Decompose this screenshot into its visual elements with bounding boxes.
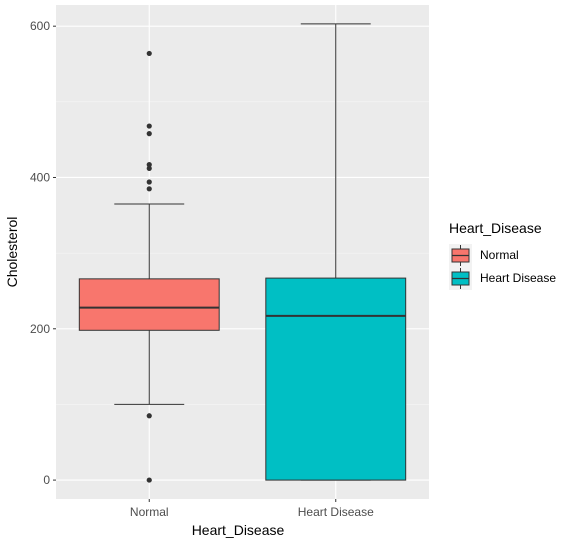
box: [265, 277, 407, 481]
legend-label: Heart Disease: [480, 271, 556, 285]
outlier-point: [146, 179, 152, 185]
y-tick-label: 0: [43, 473, 50, 487]
legend-keys: Normal Heart Disease: [449, 244, 556, 290]
outlier-point: [146, 186, 152, 192]
legend-label: Normal: [480, 248, 519, 262]
outlier-point: [146, 131, 152, 137]
y-tick-label: 200: [30, 322, 50, 336]
y-tick-label: 600: [30, 19, 50, 33]
axes: 0 200 400 600 Normal Heart Disease: [30, 19, 374, 519]
boxplot-heart-disease: [265, 23, 407, 481]
boxplot-normal: [78, 50, 220, 483]
y-axis-title: Cholesterol: [4, 217, 20, 288]
boxplots: [78, 23, 407, 483]
outlier-point: [146, 123, 152, 129]
legend: Heart_Disease Normal Heart Disease: [449, 220, 556, 290]
legend-item: Heart Disease: [449, 267, 556, 290]
legend-item: Normal: [449, 244, 519, 267]
y-tick-label: 400: [30, 170, 50, 184]
outlier-point: [146, 165, 152, 172]
outlier-point: [146, 413, 152, 419]
x-tick-label: Heart Disease: [298, 505, 374, 519]
outlier-point: [146, 50, 152, 57]
x-tick-label: Normal: [130, 505, 169, 519]
outlier-point: [146, 162, 152, 168]
box: [78, 278, 220, 331]
x-axis-title: Heart_Disease: [192, 522, 285, 538]
outlier-point: [146, 477, 152, 483]
legend-title: Heart_Disease: [449, 220, 542, 236]
